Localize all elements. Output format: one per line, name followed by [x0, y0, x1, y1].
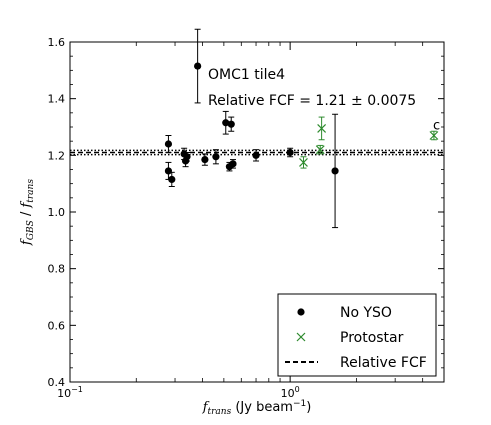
- circle-marker: [164, 167, 173, 175]
- x-tick-base: 10: [281, 387, 295, 400]
- x-tick-exp: −1: [71, 385, 83, 394]
- point-label-c: c: [433, 119, 440, 134]
- no-yso-point: [331, 113, 339, 229]
- circle-marker: [164, 140, 173, 148]
- tick-labels: 0.40.60.81.01.21.41.610−1 100: [48, 36, 300, 400]
- circle-marker: [331, 167, 339, 175]
- x-label-close: ): [306, 400, 311, 415]
- annotation-title: OMC1 tile4: [208, 67, 285, 83]
- circle-marker: [229, 160, 237, 168]
- protostar-point: [429, 130, 439, 141]
- no-yso-point: [194, 28, 202, 104]
- no-yso-point: [222, 110, 230, 135]
- y-tick-label: 1.6: [48, 36, 66, 49]
- legend-marker-protostar: [296, 332, 306, 342]
- data-points: [164, 28, 439, 229]
- x-tick-exp: 0: [295, 385, 300, 394]
- no-yso-point: [229, 159, 237, 169]
- x-tick-label: 100: [281, 385, 300, 400]
- no-yso-point: [227, 116, 235, 132]
- circle-marker: [194, 62, 202, 70]
- x-axis-label: ftrans (Jy beam−1): [202, 399, 312, 417]
- no-yso-point: [164, 135, 173, 153]
- circle-marker: [183, 153, 191, 161]
- legend-label-relative-fcf: Relative FCF: [340, 355, 427, 371]
- y-tick-label: 1.0: [48, 206, 66, 219]
- no-yso-point: [201, 153, 209, 166]
- protostar-point: [317, 116, 327, 141]
- legend-marker-no-yso: [297, 308, 305, 316]
- x-marker: [317, 123, 327, 133]
- y-label-sep: /: [19, 208, 34, 221]
- circle-marker: [201, 155, 209, 164]
- y-label-num-sub: GBS: [26, 220, 36, 240]
- y-label-den-sub: trans: [26, 179, 36, 203]
- no-yso-point: [212, 149, 220, 165]
- x-label-f: f: [202, 400, 210, 415]
- circle-marker: [168, 175, 176, 184]
- x-label-units: (Jy beam: [231, 400, 293, 415]
- x-marker: [299, 157, 308, 167]
- plot-frame: [69, 41, 445, 383]
- protostar-point: [299, 156, 308, 169]
- no-yso-point: [183, 152, 191, 162]
- circle-marker: [212, 153, 220, 161]
- x-tick-label: 10−1: [57, 385, 83, 400]
- y-tick-label: 0.8: [48, 263, 66, 276]
- y-tick-label: 1.4: [48, 93, 66, 106]
- y-tick-label: 1.2: [48, 149, 66, 162]
- y-label-num: f: [19, 238, 34, 246]
- circle-marker: [252, 151, 260, 159]
- no-yso-point: [252, 149, 260, 162]
- y-label-den: f: [19, 201, 34, 209]
- legend-label-no-yso: No YSO: [340, 305, 392, 321]
- protostar-point: [315, 144, 325, 155]
- x-marker: [429, 131, 439, 140]
- no-yso-point: [168, 171, 176, 187]
- circle-marker: [222, 119, 230, 127]
- y-tick-label: 0.4: [48, 376, 66, 389]
- x-marker: [315, 145, 325, 155]
- circle-marker: [227, 120, 235, 128]
- y-axis-label: fGBS / ftrans: [19, 179, 36, 246]
- legend: No YSO Protostar Relative FCF: [277, 293, 437, 377]
- y-tick-label: 0.6: [48, 319, 66, 332]
- x-label-exp: −1: [293, 399, 306, 409]
- annotation-fcf: Relative FCF = 1.21 ± 0.0075: [208, 93, 416, 109]
- no-yso-point: [286, 147, 294, 158]
- legend-label-protostar: Protostar: [340, 330, 404, 346]
- circle-marker: [286, 148, 294, 157]
- x-tick-base: 10: [57, 387, 71, 400]
- x-label-sub: trans: [208, 407, 232, 417]
